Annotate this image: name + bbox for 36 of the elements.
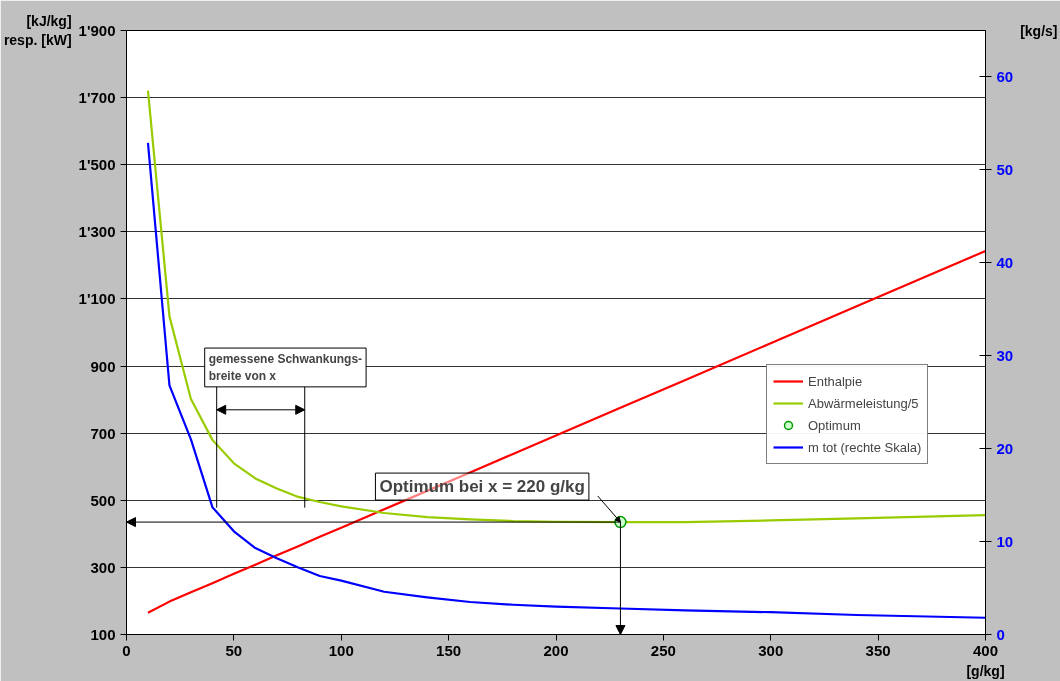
x-tick-label: 250 [650,641,676,659]
legend-label: m tot (rechte Skala) [808,439,922,455]
y2-tick-label: 20 [996,439,1014,457]
y2-axis-title: [kg/s] [1020,22,1058,39]
y-tick-label: 1'100 [78,290,116,308]
x-tick-label: 350 [865,641,891,659]
ref-line-label: gemessene Schwankungs- breite von x [208,352,363,383]
line-series [146,141,986,619]
y2-tick-label: 0 [996,625,1005,643]
x-tick-label: 300 [758,641,784,659]
y-tick-label: 1'300 [78,223,116,241]
x-tick-label: 200 [543,641,569,659]
y-axis-title: [kJ/kg] resp. [kW] [3,12,72,49]
y-tick-label: 700 [90,424,116,442]
y-tick-label: 300 [90,558,116,576]
y-tick-label: 100 [90,626,116,643]
y2-tick-label: 30 [996,346,1014,364]
line-series [146,249,986,614]
y-tick-label: 1'700 [78,89,116,107]
x-tick-label: 150 [436,641,462,659]
legend-label: Abwärmeleistung/5 [808,395,919,411]
x-tick-label: 0 [122,641,131,659]
x-tick-label: 400 [972,641,999,659]
y-tick-label: 1'900 [78,22,116,39]
x-tick-label: 100 [328,641,354,659]
y-tick-label: 500 [90,491,116,509]
x-axis-title: [g/kg] [966,662,1005,679]
y2-tick-label: 10 [996,532,1014,550]
legend-label: Enthalpie [808,373,863,389]
y2-tick-label: 50 [996,160,1014,178]
y-tick-label: 1'500 [78,156,116,174]
y-tick-label: 900 [90,357,116,375]
y2-tick-label: 60 [996,67,1014,85]
x-tick-label: 50 [225,641,243,659]
legend-label: Optimum [808,417,861,433]
y2-tick-label: 40 [996,253,1014,271]
